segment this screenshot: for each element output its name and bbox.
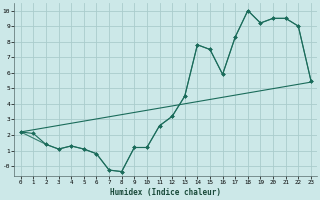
X-axis label: Humidex (Indice chaleur): Humidex (Indice chaleur) [110, 188, 221, 197]
